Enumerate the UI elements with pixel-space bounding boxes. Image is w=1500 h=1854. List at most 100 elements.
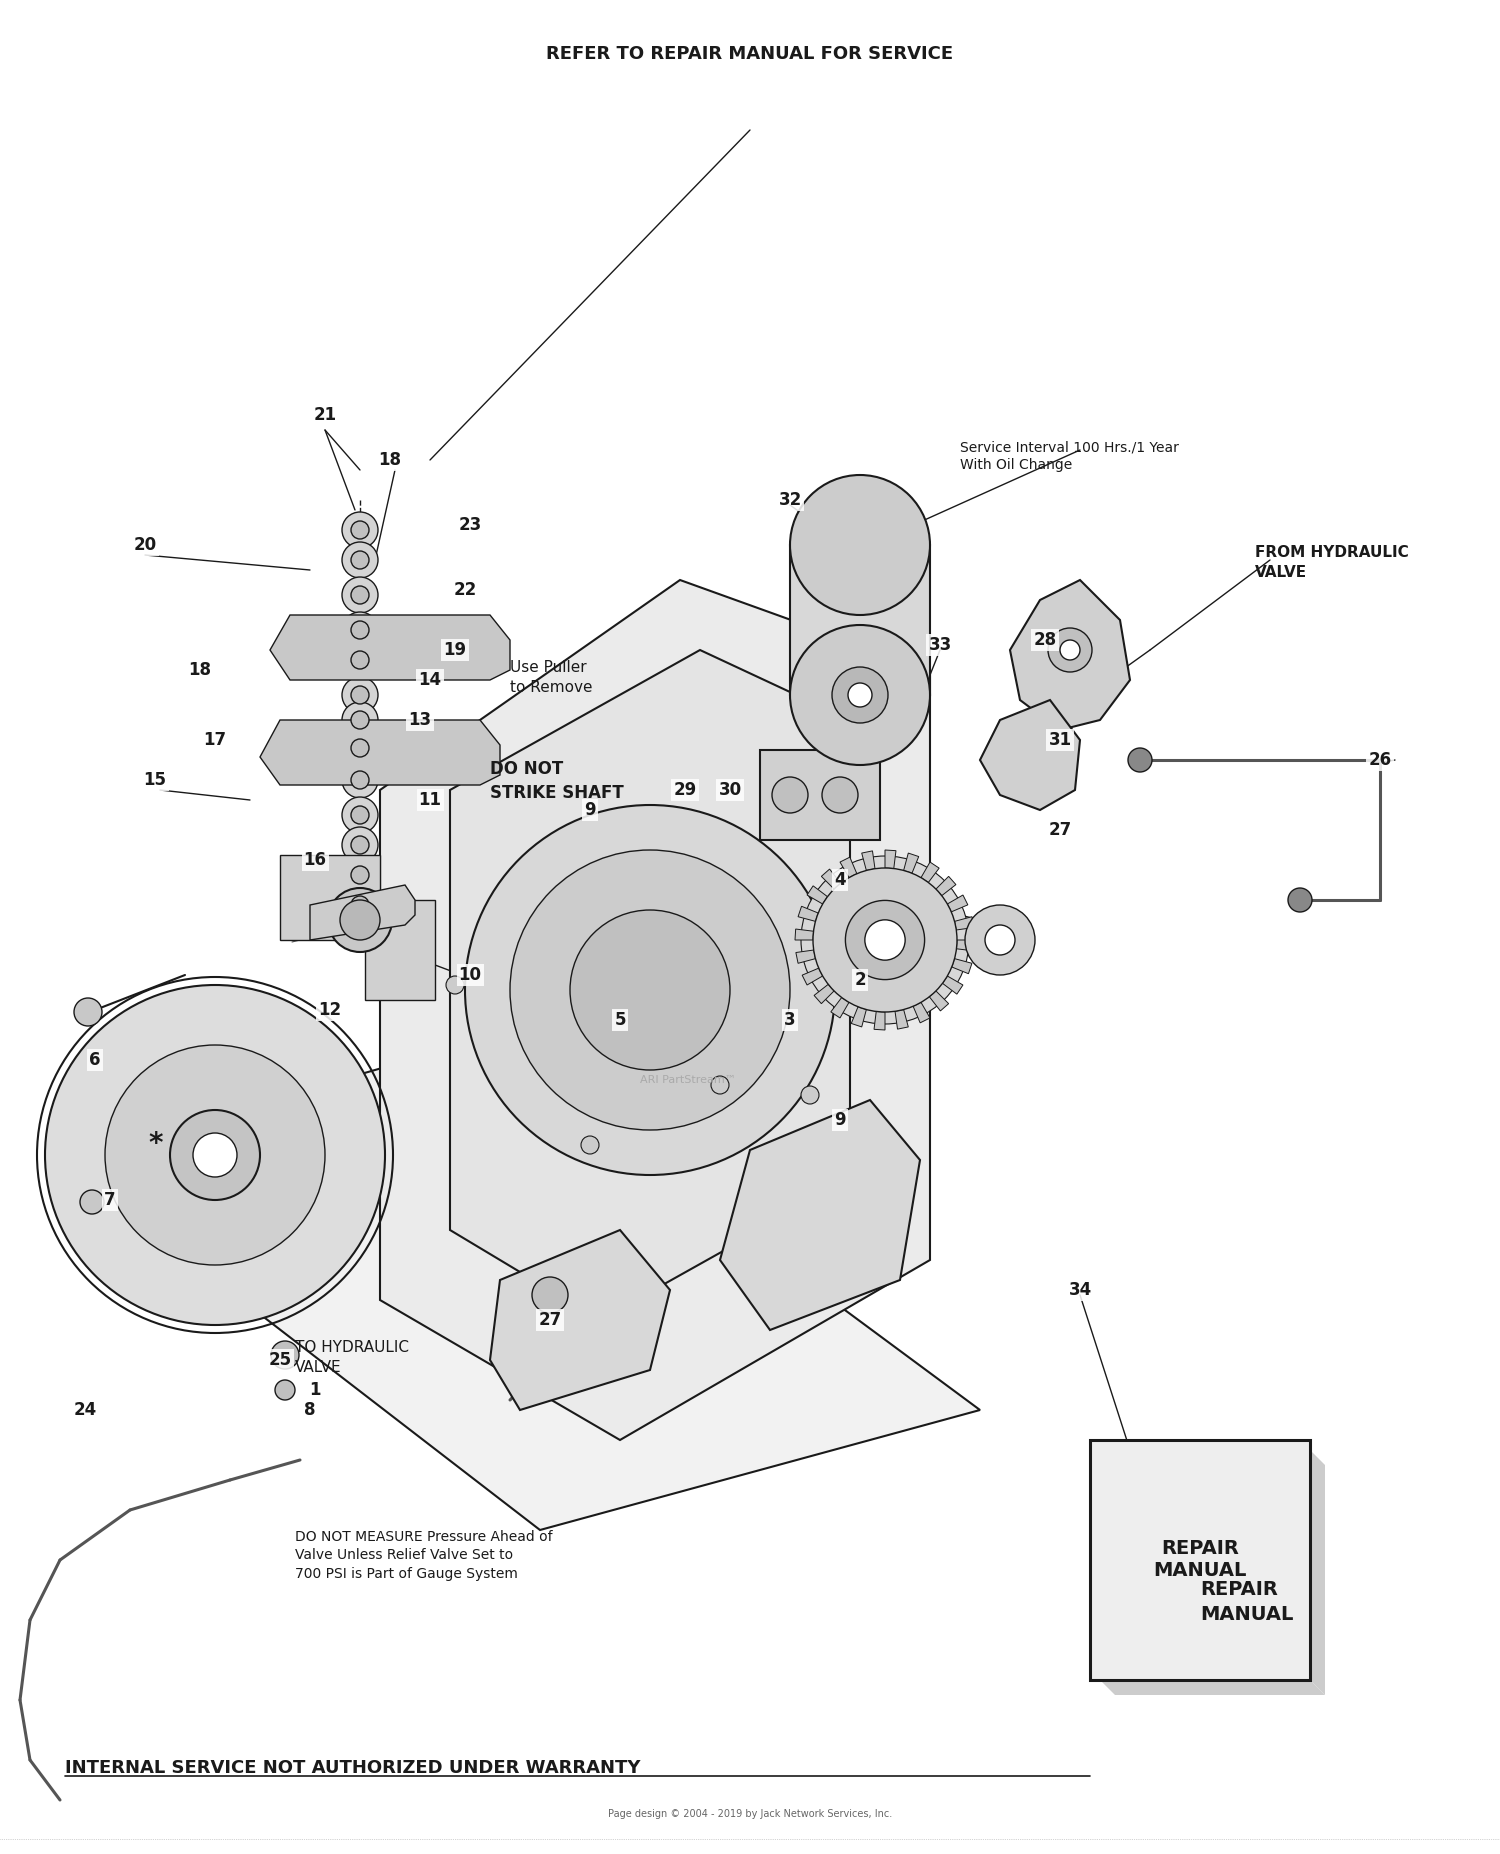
Text: 9: 9 [834, 1111, 846, 1129]
Polygon shape [270, 616, 510, 680]
Circle shape [446, 975, 464, 994]
Circle shape [790, 625, 930, 766]
Polygon shape [380, 580, 930, 1441]
Circle shape [846, 901, 924, 979]
Circle shape [790, 475, 930, 616]
Polygon shape [796, 949, 816, 964]
Polygon shape [936, 877, 956, 895]
Polygon shape [822, 870, 840, 890]
Polygon shape [840, 857, 856, 877]
Text: Use Puller
to Remove: Use Puller to Remove [510, 660, 592, 695]
Text: REFER TO REPAIR MANUAL FOR SERVICE: REFER TO REPAIR MANUAL FOR SERVICE [546, 44, 954, 63]
Text: 5: 5 [615, 1010, 626, 1029]
Text: *: * [148, 1129, 162, 1159]
Circle shape [580, 1137, 598, 1153]
Circle shape [105, 1046, 326, 1264]
Polygon shape [798, 907, 818, 921]
Text: 29: 29 [674, 781, 696, 799]
Circle shape [342, 886, 378, 923]
Text: INTERNAL SERVICE NOT AUTHORIZED UNDER WARRANTY: INTERNAL SERVICE NOT AUTHORIZED UNDER WA… [64, 1759, 640, 1776]
Circle shape [342, 541, 378, 578]
Polygon shape [914, 1003, 930, 1023]
Text: 28: 28 [1034, 630, 1056, 649]
Circle shape [351, 866, 369, 884]
Text: 16: 16 [303, 851, 327, 870]
Polygon shape [450, 651, 850, 1320]
Circle shape [351, 586, 369, 604]
Circle shape [865, 920, 904, 960]
Bar [1090, 1441, 1310, 1680]
Circle shape [1060, 640, 1080, 660]
Circle shape [342, 512, 378, 549]
Text: 8: 8 [304, 1402, 315, 1418]
Polygon shape [831, 997, 849, 1018]
Circle shape [351, 710, 369, 729]
Polygon shape [720, 1099, 920, 1329]
Text: 19: 19 [444, 641, 466, 658]
Circle shape [342, 827, 378, 862]
Circle shape [272, 1340, 298, 1368]
Text: 23: 23 [459, 515, 482, 534]
Text: 27: 27 [538, 1311, 561, 1329]
Circle shape [45, 984, 386, 1326]
Circle shape [813, 868, 957, 1012]
Text: FROM HYDRAULIC
VALVE: FROM HYDRAULIC VALVE [1256, 545, 1408, 580]
Polygon shape [980, 701, 1080, 810]
Circle shape [1048, 629, 1092, 671]
Text: 20: 20 [134, 536, 156, 554]
Circle shape [351, 771, 369, 790]
Circle shape [342, 641, 378, 679]
Text: 26: 26 [1368, 751, 1392, 769]
Text: 17: 17 [204, 730, 226, 749]
Polygon shape [310, 884, 416, 940]
Text: 34: 34 [1068, 1281, 1092, 1300]
Text: 30: 30 [718, 781, 741, 799]
Polygon shape [957, 940, 975, 951]
Polygon shape [1010, 580, 1130, 730]
Polygon shape [921, 862, 939, 883]
Circle shape [833, 667, 888, 723]
Text: 22: 22 [453, 580, 477, 599]
Circle shape [351, 521, 369, 540]
Text: 33: 33 [928, 636, 951, 654]
Text: 27: 27 [1048, 821, 1071, 840]
Bar [790, 545, 930, 695]
Circle shape [342, 730, 378, 766]
Text: Service Interval 100 Hrs./1 Year
With Oil Change: Service Interval 100 Hrs./1 Year With Oi… [960, 439, 1179, 473]
Polygon shape [852, 1007, 867, 1027]
Text: 10: 10 [459, 966, 482, 984]
Circle shape [351, 740, 369, 756]
Circle shape [342, 797, 378, 832]
Circle shape [342, 857, 378, 894]
Polygon shape [885, 849, 896, 868]
Polygon shape [954, 916, 974, 931]
Text: 18: 18 [189, 662, 211, 679]
Bar [760, 751, 880, 840]
Polygon shape [952, 959, 972, 973]
Circle shape [510, 849, 790, 1129]
Text: 9: 9 [584, 801, 596, 819]
Text: 32: 32 [778, 491, 801, 510]
Circle shape [274, 1379, 296, 1400]
Circle shape [351, 806, 369, 823]
Circle shape [170, 1111, 260, 1200]
Polygon shape [1100, 1680, 1324, 1695]
Text: 31: 31 [1048, 730, 1071, 749]
Text: ARI PartStream™: ARI PartStream™ [640, 1075, 736, 1085]
Text: Page design © 2004 - 2019 by Jack Network Services, Inc.: Page design © 2004 - 2019 by Jack Networ… [608, 1810, 892, 1819]
Circle shape [351, 686, 369, 705]
Circle shape [351, 895, 369, 914]
Circle shape [74, 997, 102, 1025]
Text: 11: 11 [419, 792, 441, 808]
Circle shape [964, 905, 1035, 975]
Polygon shape [896, 1010, 909, 1029]
Circle shape [351, 551, 369, 569]
Circle shape [801, 857, 969, 1023]
Circle shape [465, 805, 836, 1175]
Polygon shape [807, 886, 828, 905]
Polygon shape [874, 1012, 885, 1031]
Bar [364, 899, 435, 999]
Circle shape [351, 621, 369, 640]
Circle shape [822, 777, 858, 814]
Polygon shape [942, 975, 963, 994]
